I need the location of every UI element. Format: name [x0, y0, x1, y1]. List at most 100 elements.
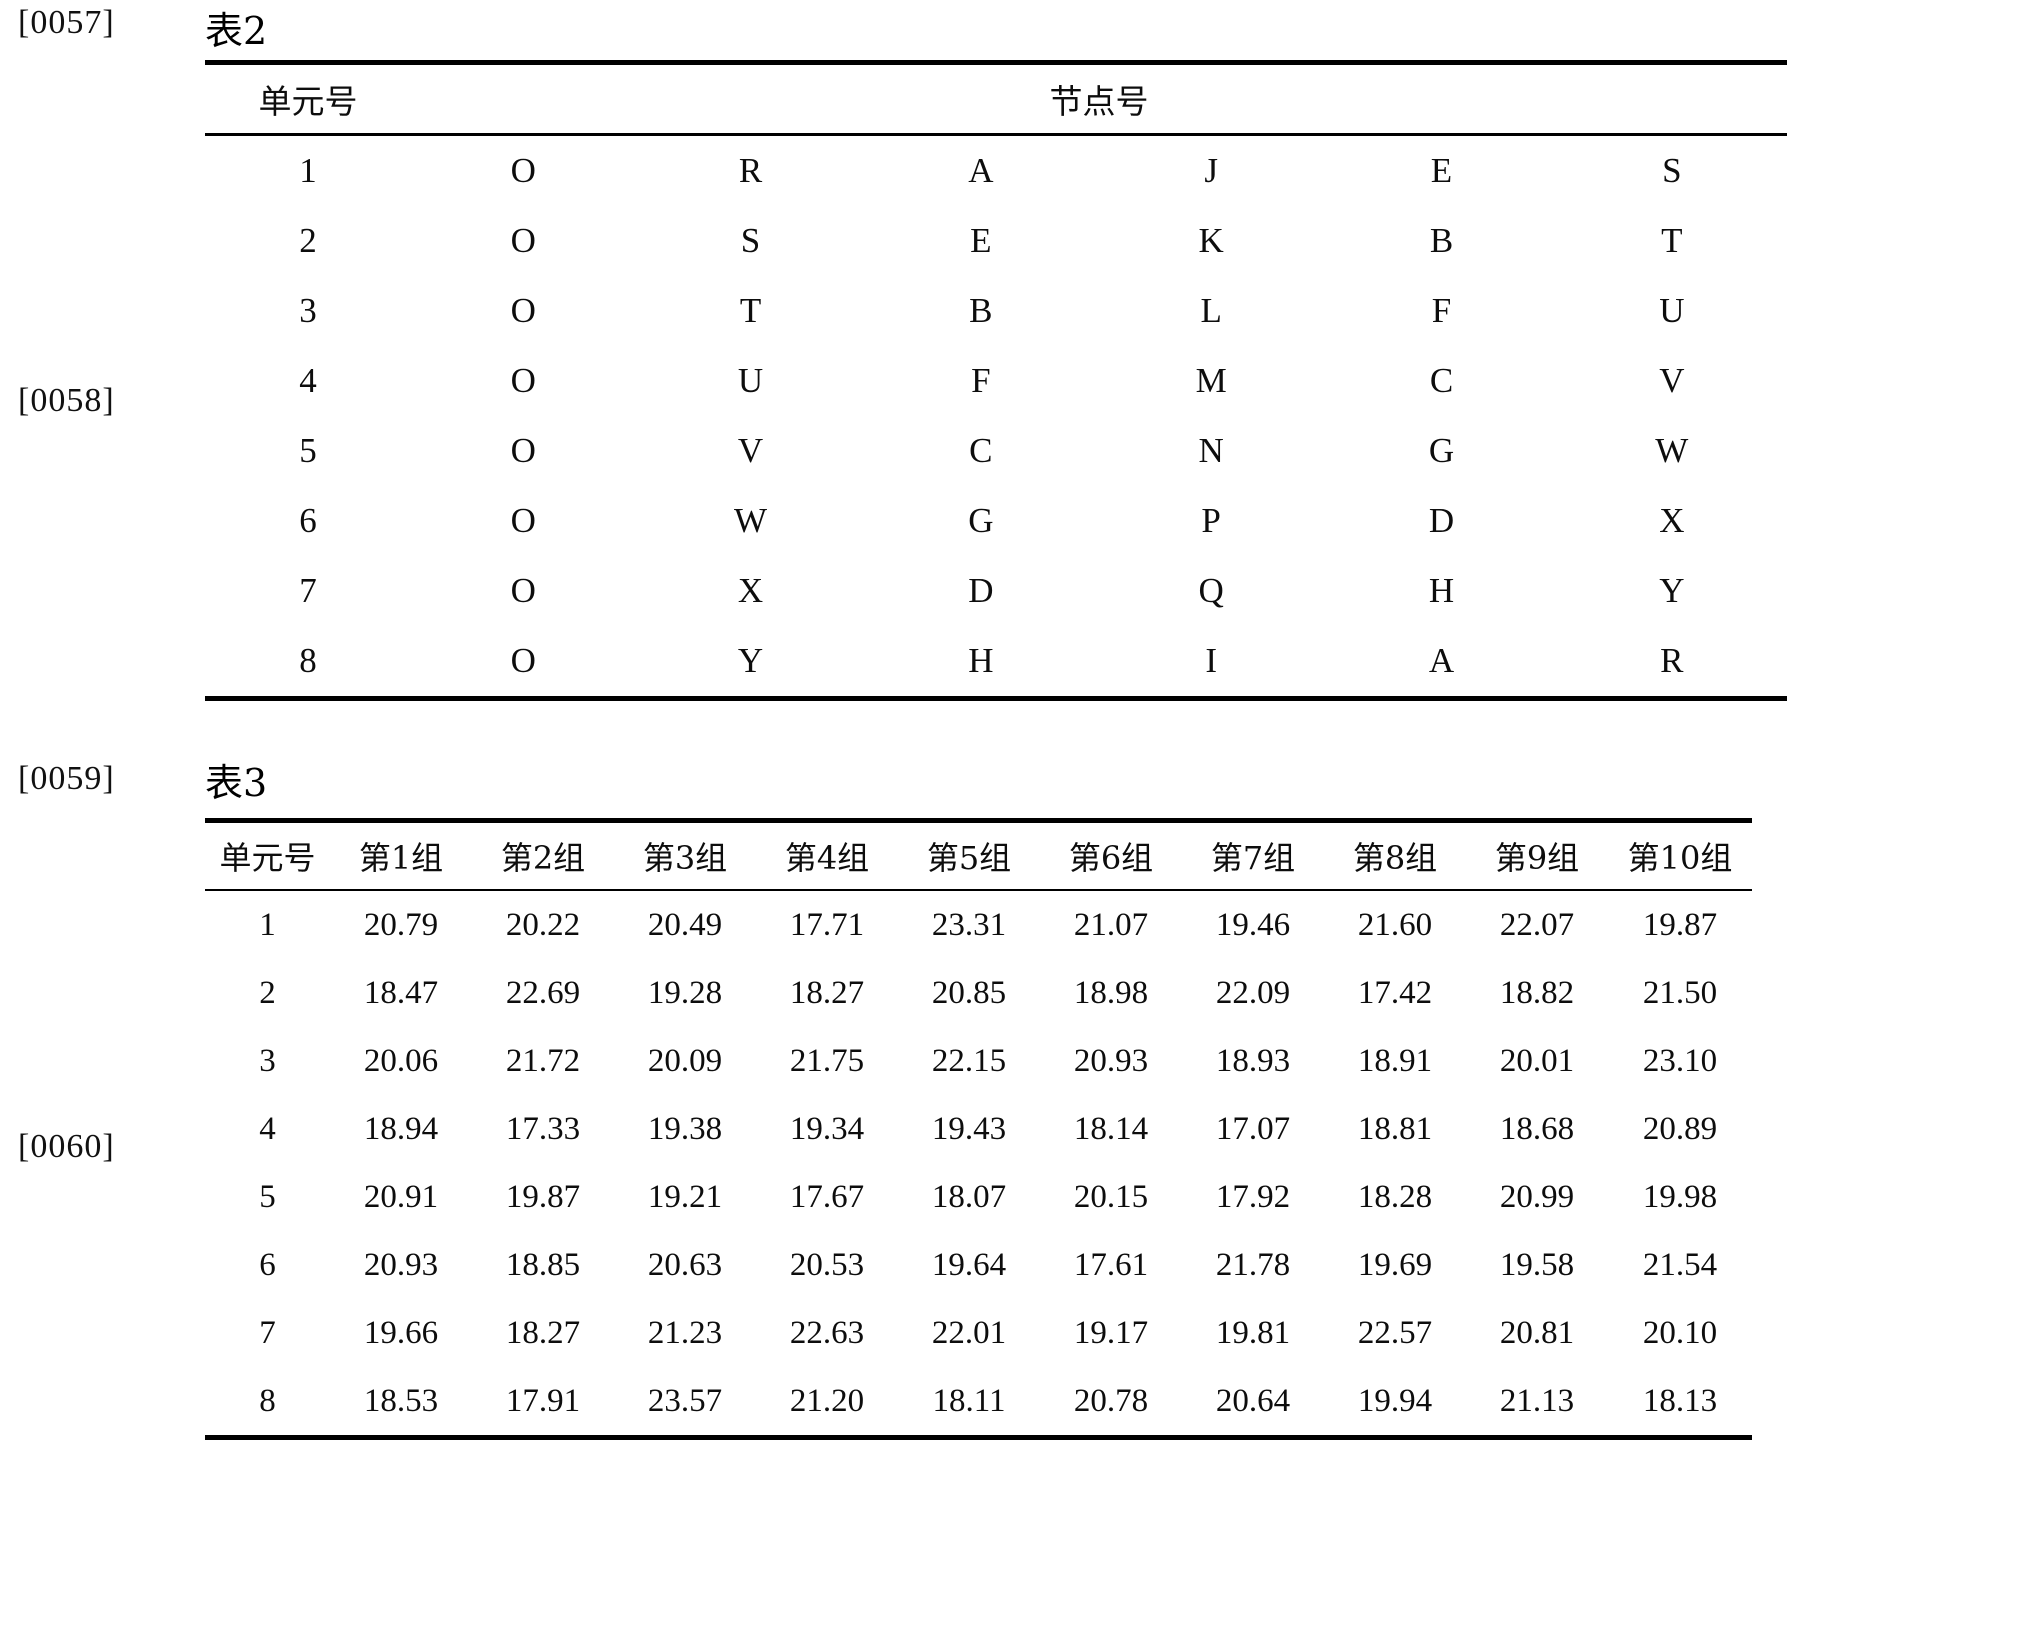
table2-cell-node: S [1557, 135, 1787, 207]
table2-cell-node: W [635, 486, 865, 556]
table3-cell-value: 23.31 [898, 890, 1040, 959]
table-row: 2 18.47 22.69 19.28 18.27 20.85 18.98 22… [205, 959, 1752, 1027]
table3-bottom-rule [205, 1438, 1752, 1509]
table2-cell-node: I [1096, 626, 1326, 699]
table-row: 2 O S E K B T [205, 206, 1787, 276]
table3-cell-value: 22.57 [1324, 1299, 1466, 1367]
table2-cell-node: U [635, 346, 865, 416]
table3-cell-value: 20.78 [1040, 1367, 1182, 1438]
table3-cell-value: 20.63 [614, 1231, 756, 1299]
table2-cell-node: T [1557, 206, 1787, 276]
table-row: 1 20.79 20.22 20.49 17.71 23.31 21.07 19… [205, 890, 1752, 959]
table2-cell-node: M [1096, 346, 1326, 416]
table3-cell-value: 21.75 [756, 1027, 898, 1095]
table2-cell-node: O [411, 416, 635, 486]
table3-cell-value: 19.34 [756, 1095, 898, 1163]
table3-cell-value: 18.68 [1466, 1095, 1608, 1163]
table3-cell-value: 20.10 [1608, 1299, 1752, 1367]
table2-header-row: 单元号 节点号 [205, 63, 1787, 135]
table2-bottom-rule [205, 699, 1787, 772]
table3-cell-value: 17.61 [1040, 1231, 1182, 1299]
table3-cell-value: 17.67 [756, 1163, 898, 1231]
table3-cell-value: 22.63 [756, 1299, 898, 1367]
table3-cell-value: 18.82 [1466, 959, 1608, 1027]
table3-cell-value: 18.53 [330, 1367, 472, 1438]
table3-caption: 表3 [205, 752, 267, 807]
table3-cell-value: 20.49 [614, 890, 756, 959]
table2-cell-node: Y [635, 626, 865, 699]
table3-cell-value: 18.98 [1040, 959, 1182, 1027]
table2-cell-node: N [1096, 416, 1326, 486]
table2-cell-node: X [1557, 486, 1787, 556]
table3-cell-value: 20.89 [1608, 1095, 1752, 1163]
table2-cell-node: Y [1557, 556, 1787, 626]
table3-cell-unit: 2 [205, 959, 330, 1027]
table3-header-group: 第6组 [1040, 821, 1182, 891]
table3-cell-value: 23.57 [614, 1367, 756, 1438]
paragraph-number-0057: [0057] [18, 4, 115, 42]
table3-cell-value: 20.01 [1466, 1027, 1608, 1095]
table3-cell-value: 18.85 [472, 1231, 614, 1299]
table3-header-group: 第5组 [898, 821, 1040, 891]
table3-cell-value: 20.79 [330, 890, 472, 959]
table3: 单元号 第1组 第2组 第3组 第4组 第5组 第6组 第7组 第8组 第9组 … [205, 818, 1752, 1508]
table3-cell-value: 18.27 [756, 959, 898, 1027]
table2-cell-unit: 1 [205, 135, 411, 207]
table3-cell-value: 19.87 [472, 1163, 614, 1231]
table2-cell-node: L [1096, 276, 1326, 346]
table2-cell-unit: 7 [205, 556, 411, 626]
table2-header-unit: 单元号 [205, 63, 411, 135]
table2-cell-node: S [635, 206, 865, 276]
table-row: 4 18.94 17.33 19.38 19.34 19.43 18.14 17… [205, 1095, 1752, 1163]
table3-cell-value: 20.06 [330, 1027, 472, 1095]
table-row: 6 O W G P D X [205, 486, 1787, 556]
table2-caption: 表2 [205, 0, 267, 55]
table3-cell-value: 18.28 [1324, 1163, 1466, 1231]
table3-cell-value: 21.23 [614, 1299, 756, 1367]
table3-container: 单元号 第1组 第2组 第3组 第4组 第5组 第6组 第7组 第8组 第9组 … [205, 818, 1750, 1508]
table-row: 1 O R A J E S [205, 135, 1787, 207]
table-row: 5 O V C N G W [205, 416, 1787, 486]
table2-cell-node: V [1557, 346, 1787, 416]
table3-cell-value: 20.15 [1040, 1163, 1182, 1231]
table2-cell-node: O [411, 206, 635, 276]
table-row: 7 O X D Q H Y [205, 556, 1787, 626]
table2-container: 单元号 节点号 1 O R A J E S 2 O S E [205, 60, 1787, 771]
table3-cell-value: 21.07 [1040, 890, 1182, 959]
table2-cell-unit: 4 [205, 346, 411, 416]
table2-cell-node: D [1326, 486, 1556, 556]
table3-cell-value: 21.20 [756, 1367, 898, 1438]
table3-cell-value: 20.53 [756, 1231, 898, 1299]
table3-cell-value: 19.21 [614, 1163, 756, 1231]
table3-header-group: 第4组 [756, 821, 898, 891]
table3-cell-value: 20.93 [1040, 1027, 1182, 1095]
table3-header-group: 第10组 [1608, 821, 1752, 891]
table2-cell-node: R [635, 135, 865, 207]
table2-cell-node: O [411, 486, 635, 556]
table3-cell-value: 19.66 [330, 1299, 472, 1367]
table-row: 7 19.66 18.27 21.23 22.63 22.01 19.17 19… [205, 1299, 1752, 1367]
table3-cell-value: 18.47 [330, 959, 472, 1027]
table2-cell-node: B [866, 276, 1096, 346]
table3-cell-value: 17.92 [1182, 1163, 1324, 1231]
paragraph-number-0058: [0058] [18, 382, 115, 420]
table3-cell-value: 22.09 [1182, 959, 1324, 1027]
table3-cell-unit: 8 [205, 1367, 330, 1438]
table3-cell-value: 18.91 [1324, 1027, 1466, 1095]
table3-cell-value: 18.11 [898, 1367, 1040, 1438]
table2-cell-node: B [1326, 206, 1556, 276]
table3-cell-value: 19.46 [1182, 890, 1324, 959]
table3-cell-value: 21.78 [1182, 1231, 1324, 1299]
table3-cell-value: 19.17 [1040, 1299, 1182, 1367]
table3-cell-value: 20.64 [1182, 1367, 1324, 1438]
table2-cell-node: W [1557, 416, 1787, 486]
table2-cell-node: U [1557, 276, 1787, 346]
table3-cell-unit: 4 [205, 1095, 330, 1163]
table2-cell-node: O [411, 556, 635, 626]
table3-cell-value: 19.38 [614, 1095, 756, 1163]
table3-cell-value: 20.91 [330, 1163, 472, 1231]
table2-cell-node: H [1326, 556, 1556, 626]
table2-cell-node: C [1326, 346, 1556, 416]
table3-cell-unit: 6 [205, 1231, 330, 1299]
table2-cell-node: Q [1096, 556, 1326, 626]
